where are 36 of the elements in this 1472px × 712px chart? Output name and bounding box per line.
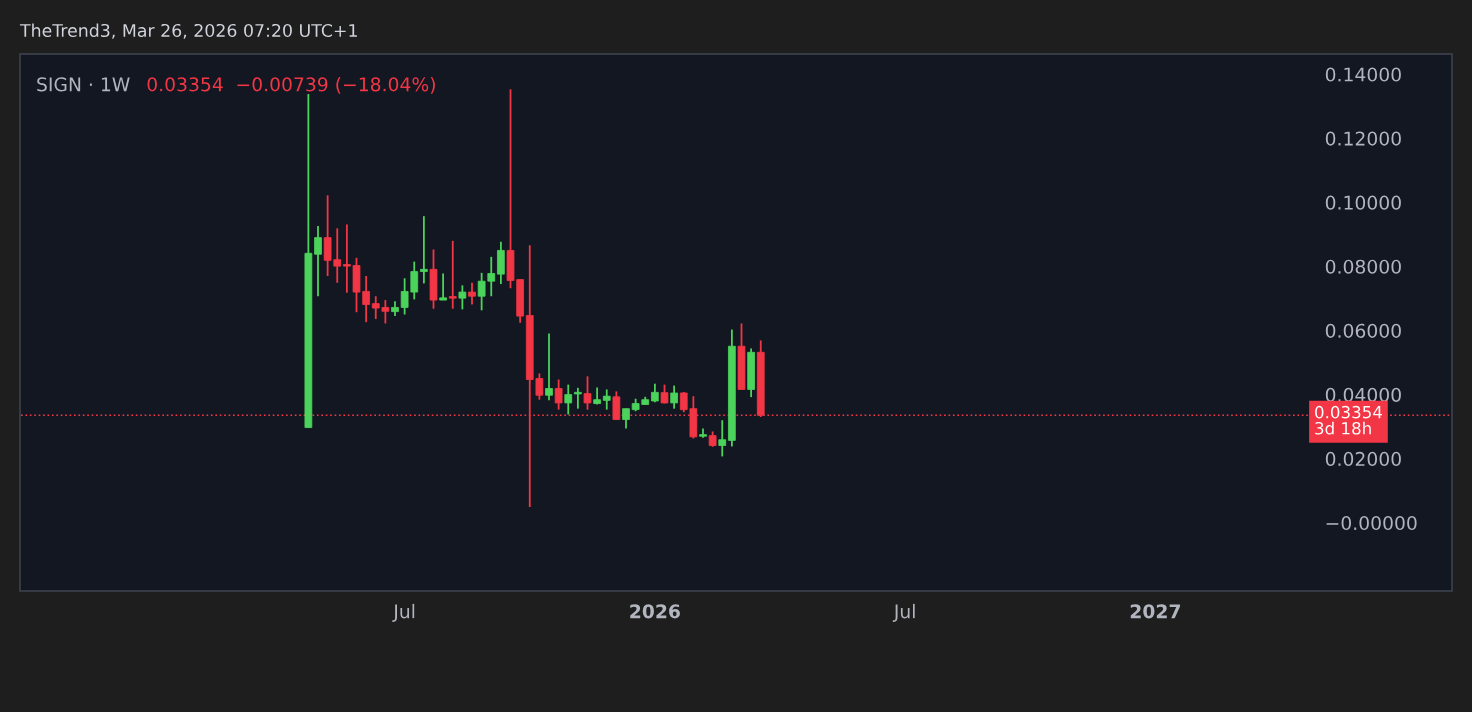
y-tick-label: −0.00000 [1326, 515, 1417, 531]
y-tick-label: 0.10000 [1325, 195, 1401, 210]
y-tick-label: 0.08000 [1325, 259, 1401, 274]
candlestick [670, 384, 678, 410]
x-tick-label: 2027 [1130, 604, 1180, 619]
x-tick-label: 2026 [630, 604, 680, 619]
candlestick [458, 284, 467, 311]
text: SIGN · 1W [37, 77, 130, 92]
candlestick [314, 225, 322, 298]
text: TheTrend3, Mar 26, 2026 07:20 UTC+1 [19, 23, 357, 39]
candlestick [448, 239, 457, 310]
y-tick-label: 0.12000 [1325, 131, 1401, 146]
candlestick [545, 332, 553, 402]
y-tick-label: 0.02000 [1325, 451, 1401, 467]
candlestick [718, 419, 727, 458]
candlestick [497, 240, 505, 285]
candlestick [612, 390, 621, 421]
ref-line-label: 0.03354 [1315, 405, 1382, 419]
y-tick-label: 0.14000 [1325, 67, 1401, 82]
annotation: −0.00739 (−18.04%) [237, 76, 435, 94]
candlestick [583, 375, 592, 411]
y-tick-label: 0.06000 [1325, 323, 1401, 338]
candlestick [439, 272, 447, 301]
annotation: 0.03354 [147, 77, 223, 92]
y-tick-label: 0.04000 [1325, 387, 1401, 402]
candlestick [554, 378, 563, 411]
candlestick [420, 215, 428, 285]
candlestick [574, 386, 582, 410]
candlestick [622, 407, 630, 430]
x-tick-label: Jul [892, 603, 915, 622]
candlestick [660, 383, 669, 405]
candlestick [468, 281, 476, 306]
candlestick [564, 383, 573, 416]
annotation: 3d 18h [1315, 421, 1371, 435]
candlestick [602, 388, 611, 411]
x-tick-label: Jul [392, 603, 415, 622]
